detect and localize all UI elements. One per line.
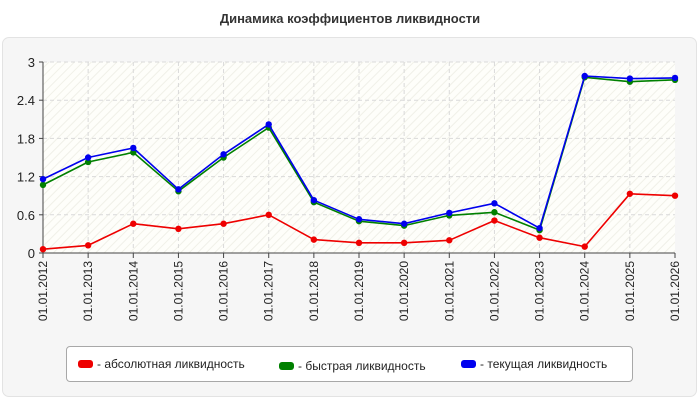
x-tick-label: 01.01.2024 xyxy=(578,261,592,321)
data-point-2 xyxy=(130,144,137,152)
y-tick-label: 0 xyxy=(28,246,35,261)
data-point-0 xyxy=(130,220,137,227)
data-point-2 xyxy=(39,175,47,183)
y-tick-label: 3 xyxy=(28,55,35,70)
x-tick-label: 01.01.2012 xyxy=(36,261,50,321)
x-tick-label: 01.01.2017 xyxy=(262,261,276,321)
x-tick-label: 01.01.2015 xyxy=(171,261,185,321)
data-point-0 xyxy=(175,225,182,233)
legend-swatch-absolute xyxy=(78,360,93,368)
legend-swatch-quick xyxy=(279,362,294,370)
data-point-1 xyxy=(39,181,47,189)
data-point-2 xyxy=(310,196,318,204)
x-tick-label: 01.01.2026 xyxy=(668,261,682,321)
x-tick-label: 01.01.2013 xyxy=(81,261,95,321)
data-point-0 xyxy=(84,242,92,249)
data-point-1 xyxy=(84,158,92,166)
data-point-2 xyxy=(84,154,92,161)
data-point-2 xyxy=(220,151,227,158)
data-point-2 xyxy=(400,220,408,227)
data-point-0 xyxy=(400,239,408,247)
x-tick-label: 01.01.2019 xyxy=(352,261,366,321)
data-point-2 xyxy=(491,200,498,207)
x-tick-label: 01.01.2018 xyxy=(307,261,321,321)
x-tick-label: 01.01.2023 xyxy=(533,261,547,321)
data-point-0 xyxy=(626,190,634,197)
data-point-2 xyxy=(626,75,634,82)
data-point-2 xyxy=(581,72,588,80)
legend-item-current: - текущая ликвидность xyxy=(461,356,607,372)
data-point-2 xyxy=(265,121,272,128)
legend-item-absolute: - абсолютная ликвидность xyxy=(78,356,245,372)
x-tick-label: 01.01.2021 xyxy=(442,261,456,321)
data-point-2 xyxy=(671,74,679,82)
data-point-0 xyxy=(536,234,543,241)
y-tick-label: 0.6 xyxy=(17,208,35,223)
data-point-0 xyxy=(39,245,47,253)
x-tick-label: 01.01.2025 xyxy=(623,261,637,321)
data-point-1 xyxy=(491,209,498,216)
legend-swatch-current xyxy=(461,360,476,368)
legend-item-quick: - быстрая ликвидность xyxy=(279,358,426,374)
x-tick-label: 01.01.2022 xyxy=(487,261,501,321)
x-tick-label: 01.01.2020 xyxy=(397,261,411,321)
x-tick-label: 01.01.2014 xyxy=(126,261,140,321)
x-tick-label: 01.01.2016 xyxy=(217,261,231,321)
data-point-0 xyxy=(446,237,453,244)
data-point-0 xyxy=(581,243,588,250)
data-point-0 xyxy=(491,217,498,224)
data-point-0 xyxy=(310,236,318,243)
data-point-0 xyxy=(671,192,679,199)
data-point-2 xyxy=(175,186,182,193)
chart-title: Динамика коэффициентов ликвидности xyxy=(219,11,481,26)
data-point-2 xyxy=(536,224,543,232)
data-point-1 xyxy=(130,149,137,156)
data-point-2 xyxy=(355,216,363,223)
data-point-2 xyxy=(446,209,453,217)
chart-legend: - абсолютная ликвидность - быстрая ликви… xyxy=(66,346,633,382)
legend-label-absolute: - абсолютная ликвидность xyxy=(97,357,245,371)
data-point-0 xyxy=(355,239,363,247)
data-point-0 xyxy=(220,220,227,227)
data-point-0 xyxy=(265,211,272,218)
legend-label-quick: - быстрая ликвидность xyxy=(298,359,426,373)
y-tick-label: 2.4 xyxy=(17,93,35,108)
y-tick-label: 1.8 xyxy=(17,131,35,146)
y-tick-label: 1.2 xyxy=(17,170,35,185)
legend-label-current: - текущая ликвидность xyxy=(480,357,608,371)
